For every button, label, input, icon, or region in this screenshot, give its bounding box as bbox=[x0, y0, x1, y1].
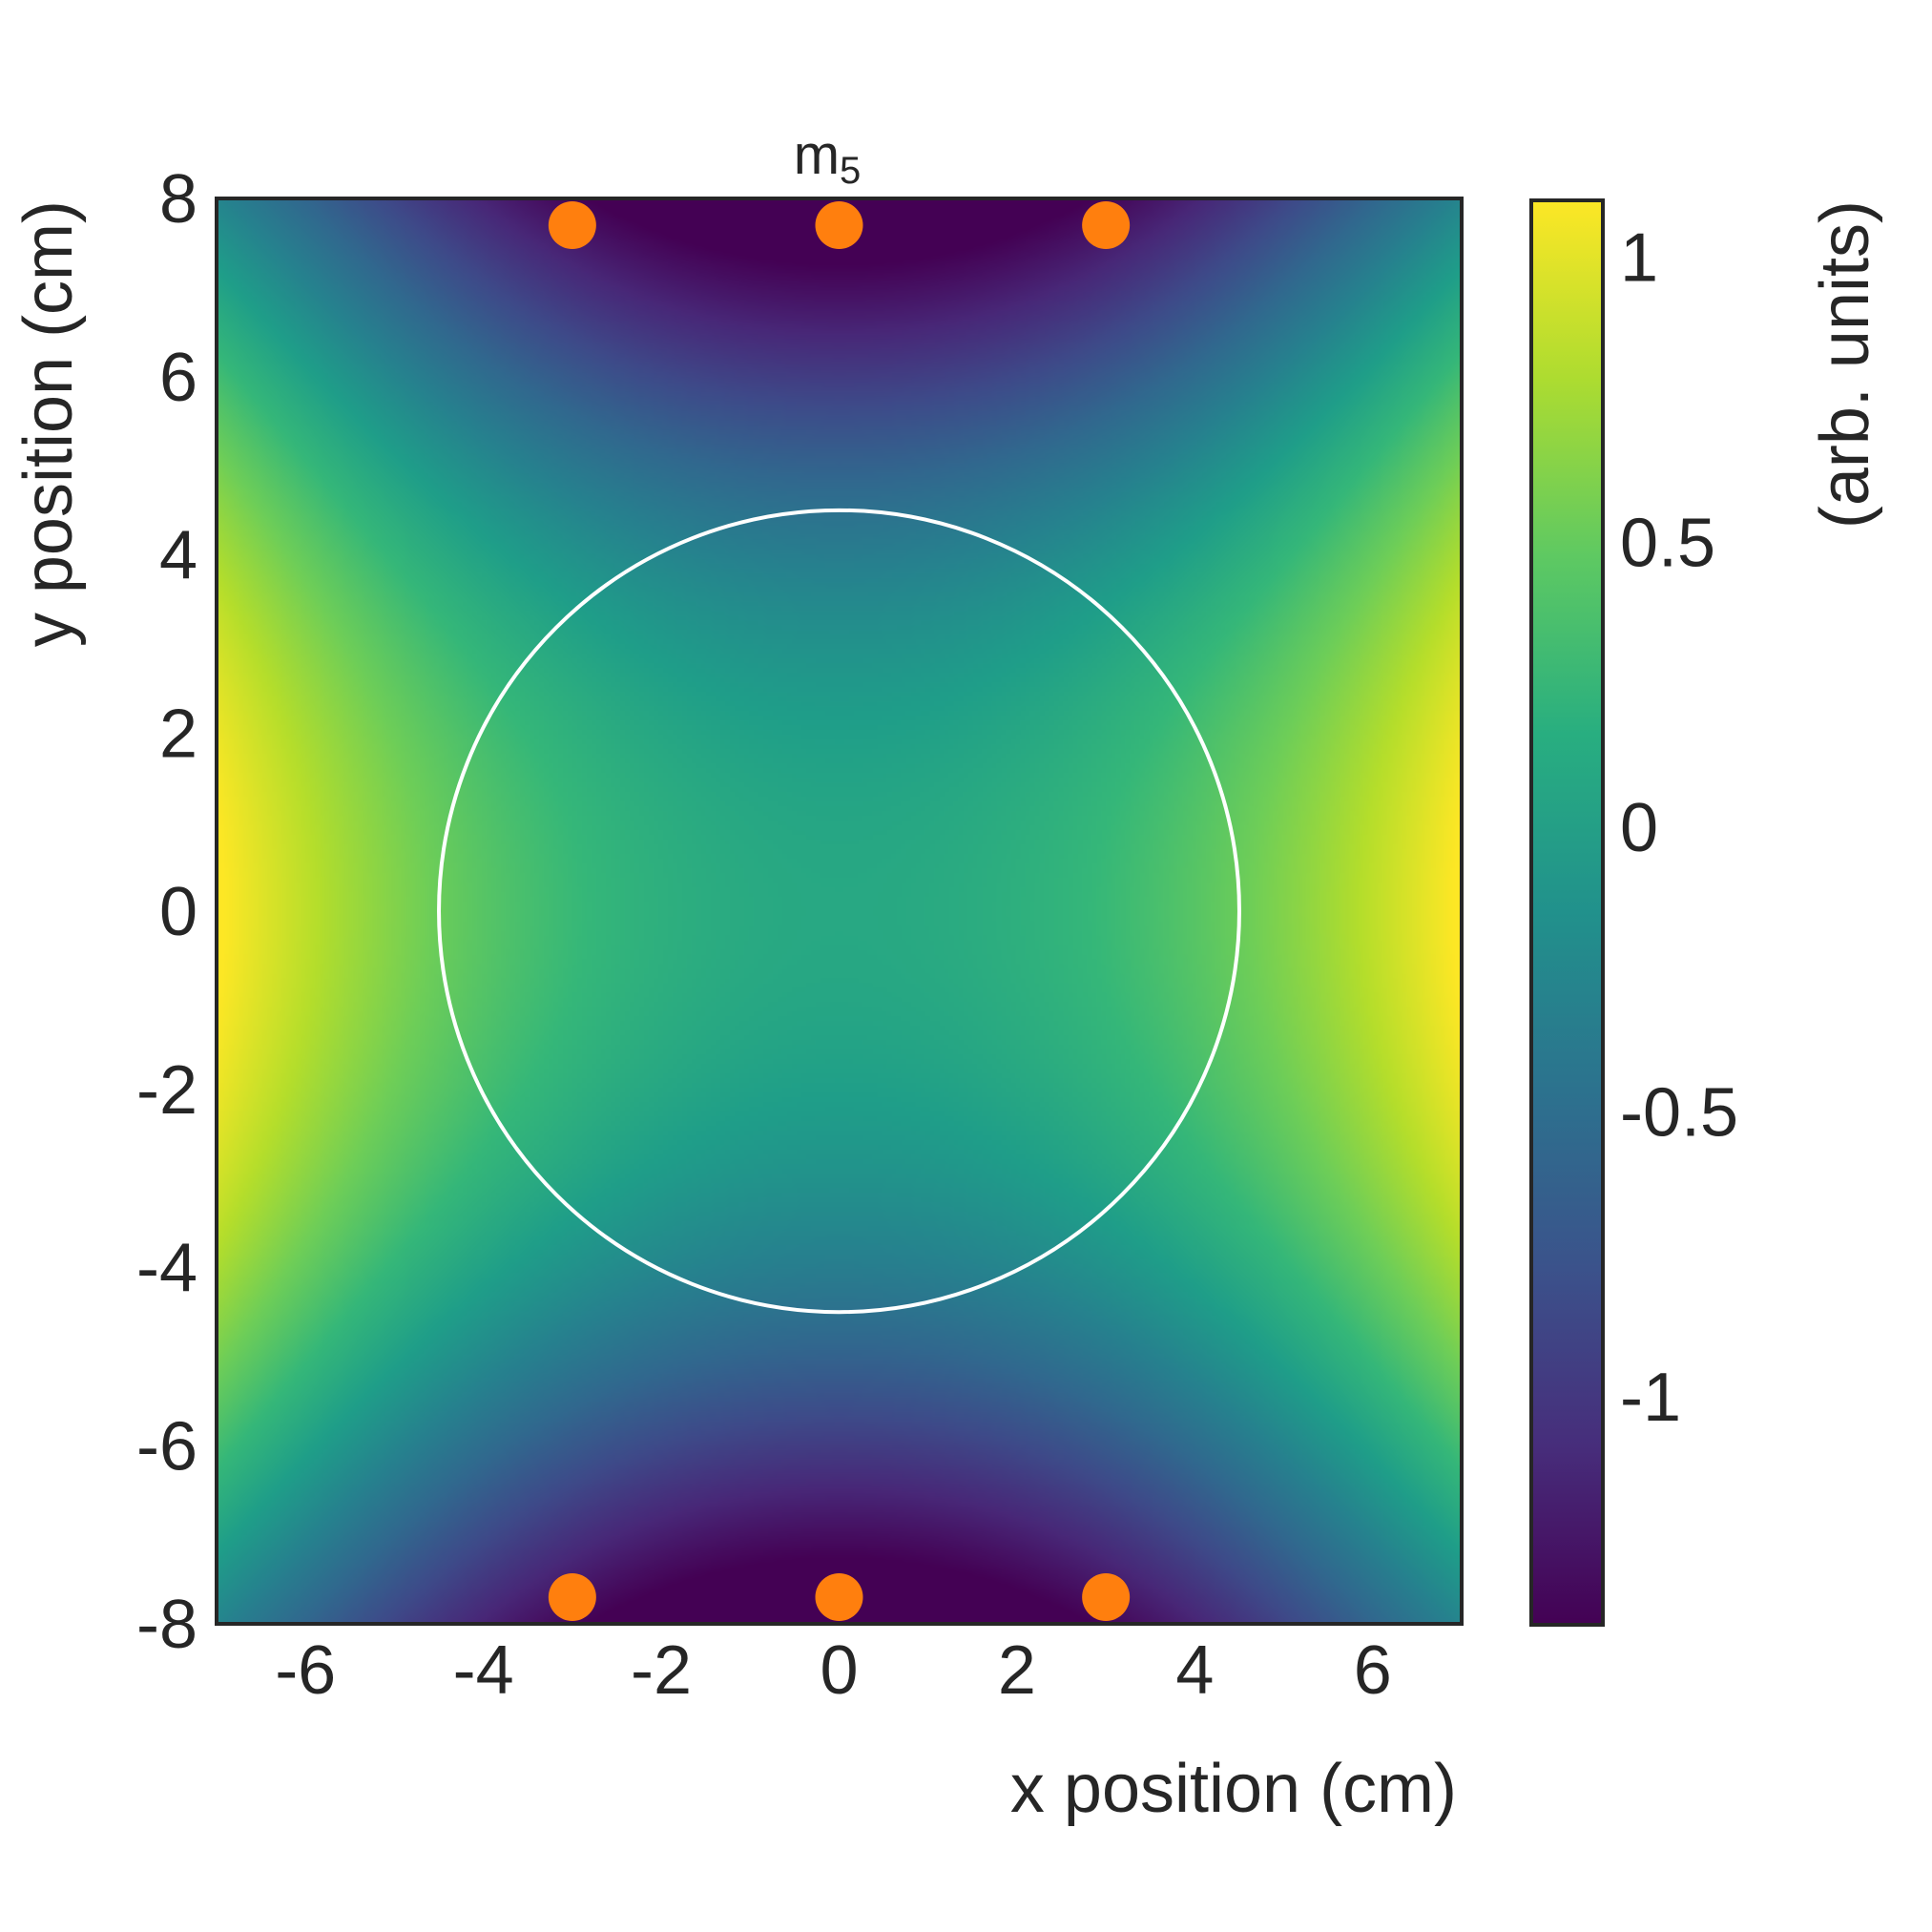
sensor-marker bbox=[1082, 1572, 1131, 1621]
y-tick-label: -6 bbox=[136, 1408, 197, 1485]
heatmap-field bbox=[217, 198, 1462, 1624]
sensor-marker bbox=[548, 201, 596, 250]
y-axis-label: y position (cm) bbox=[10, 200, 87, 647]
x-tick-label: -2 bbox=[631, 1632, 692, 1709]
y-tick-label: 6 bbox=[159, 340, 197, 416]
sensor-marker bbox=[1082, 201, 1131, 250]
y-axis-ticks: -8 -6 -4 -2 0 2 4 6 8 bbox=[136, 161, 197, 1663]
y-tick-label: 8 bbox=[159, 161, 197, 238]
colorbar-tick-label: -0.5 bbox=[1620, 1075, 1738, 1152]
colorbar-tick-label: 1 bbox=[1620, 220, 1658, 297]
y-tick-label: 4 bbox=[159, 518, 197, 594]
y-tick-label: -8 bbox=[136, 1587, 197, 1663]
sensor-marker bbox=[815, 1572, 863, 1621]
x-axis-ticks: -6 -4 -2 0 2 4 6 bbox=[275, 1632, 1392, 1709]
plot-frame bbox=[215, 197, 1464, 1626]
colorbar-label: (arb. units) bbox=[1807, 200, 1883, 529]
x-tick-label: 0 bbox=[820, 1632, 858, 1709]
y-tick-label: -4 bbox=[136, 1231, 197, 1307]
y-tick-label: 2 bbox=[159, 696, 197, 772]
x-tick-label: -4 bbox=[453, 1632, 514, 1709]
boundary-circle bbox=[437, 508, 1241, 1315]
y-tick-label: -2 bbox=[136, 1052, 197, 1129]
x-tick-label: 2 bbox=[998, 1632, 1036, 1709]
x-axis-label: x position (cm) bbox=[1010, 1751, 1457, 1827]
plot-overlay bbox=[437, 201, 1241, 1621]
colorbar-ticks: -1 -0.5 0 0.5 1 bbox=[1620, 220, 1738, 1436]
x-tick-label: -6 bbox=[275, 1632, 336, 1709]
x-tick-label: 6 bbox=[1354, 1632, 1392, 1709]
chart-title: m5 bbox=[794, 124, 862, 192]
y-tick-label: 0 bbox=[159, 874, 197, 950]
colorbar-tick-label: 0 bbox=[1620, 790, 1658, 866]
x-tick-label: 4 bbox=[1175, 1632, 1214, 1709]
colorbar bbox=[1529, 198, 1605, 1627]
sensor-marker bbox=[815, 201, 863, 250]
sensor-marker bbox=[548, 1572, 596, 1621]
colorbar-tick-label: -1 bbox=[1620, 1360, 1681, 1436]
colorbar-tick-label: 0.5 bbox=[1620, 505, 1715, 581]
